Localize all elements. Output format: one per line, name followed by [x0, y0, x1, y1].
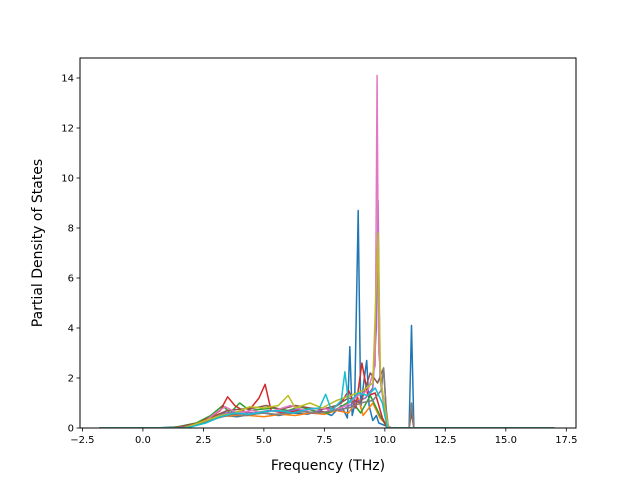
x-tick-label: 0.0 [135, 435, 151, 446]
x-tick-label: 17.5 [555, 435, 577, 446]
x-tick-label: 10.0 [374, 435, 396, 446]
x-tick-label: −2.5 [70, 435, 94, 446]
y-tick-label: 12 [61, 124, 74, 135]
y-axis-label: Partial Density of States [30, 159, 46, 327]
y-tick-label: 6 [68, 274, 74, 285]
x-axis-ticks: −2.5 0.0 2.5 5.0 7.5 10.0 12.5 15.0 17.5 [70, 428, 577, 446]
y-axis-ticks: 0 2 4 6 8 10 12 14 [61, 74, 80, 435]
y-tick-label: 2 [68, 374, 74, 385]
y-tick-label: 4 [68, 324, 74, 335]
x-tick-label: 15.0 [495, 435, 517, 446]
x-tick-label: 2.5 [195, 435, 211, 446]
plot-frame [79, 57, 577, 429]
x-tick-label: 7.5 [316, 435, 332, 446]
x-axis-label: Frequency (THz) [271, 458, 385, 474]
series-line-6 [99, 367, 555, 428]
y-tick-label: 14 [61, 74, 74, 85]
x-tick-label: 5.0 [256, 435, 272, 446]
series-line-10 [99, 371, 555, 428]
series-line-9 [99, 232, 555, 428]
y-tick-label: 0 [68, 424, 74, 435]
y-tick-label: 8 [68, 224, 74, 235]
series-line-2 [99, 397, 555, 428]
series-layer [99, 74, 555, 428]
x-tick-label: 12.5 [434, 435, 456, 446]
y-tick-label: 10 [61, 174, 74, 185]
